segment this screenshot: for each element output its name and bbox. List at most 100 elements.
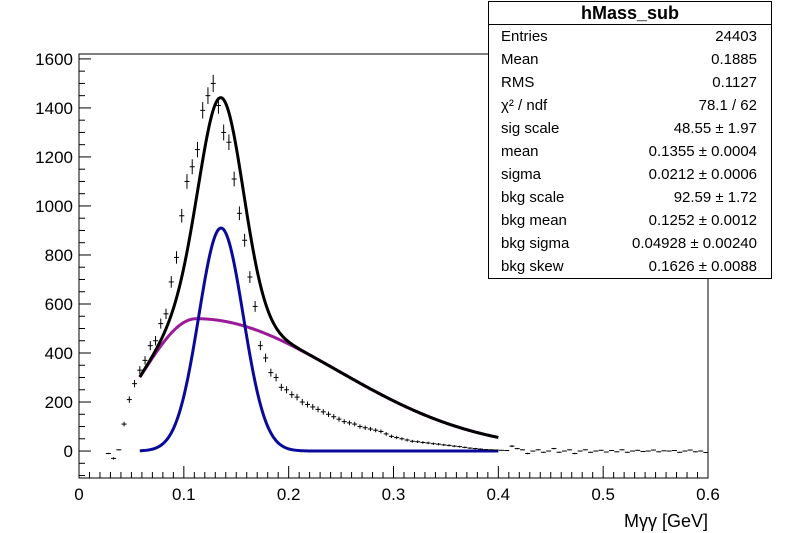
data-point: [415, 440, 421, 444]
data-point: [194, 141, 200, 158]
data-point: [126, 396, 132, 403]
data-point: [462, 446, 468, 449]
data-point: [257, 341, 263, 351]
stats-row-value: 48.55 ± 1.97: [673, 120, 757, 137]
y-tick-label: 600: [45, 295, 73, 314]
stats-row: Entries 24403: [501, 26, 757, 48]
data-point: [525, 452, 531, 455]
signal-fit-curve: [139, 226, 499, 453]
data-point: [284, 386, 290, 394]
data-point: [137, 366, 143, 375]
data-point: [331, 414, 337, 420]
data-point: [173, 251, 179, 264]
data-point: [247, 271, 253, 283]
data-point: [556, 451, 562, 453]
data-point: [121, 421, 127, 427]
axes: 0 0.1 0.2 0.3 0.4 0.5 0.6 0 200 400 600 800 1000 1200…: [35, 50, 720, 504]
stats-row-value: 0.1626 ± 0.0088: [648, 258, 757, 275]
stats-row: sigma 0.0212 ± 0.0006: [501, 164, 757, 186]
data-point: [320, 409, 326, 415]
data-point: [231, 171, 237, 187]
y-tick-label: 400: [45, 344, 73, 363]
data-point: [425, 441, 431, 445]
y-tick-label: 1600: [35, 50, 73, 69]
data-point: [509, 445, 515, 448]
data-point: [352, 421, 358, 427]
y-tick-label: 800: [45, 246, 73, 265]
data-point: [373, 428, 379, 433]
data-point: [205, 87, 211, 105]
data-point: [671, 450, 677, 452]
stats-row-label: Mean: [501, 51, 539, 68]
y-tick-label: 0: [64, 442, 73, 461]
x-tick-label: 0.1: [172, 485, 196, 504]
data-point: [242, 233, 248, 247]
x-axis-label: Mγγ [GeV]: [624, 511, 708, 531]
data-point: [147, 341, 153, 351]
stats-row-label: bkg sigma: [501, 235, 570, 252]
data-point: [420, 441, 426, 444]
data-point: [650, 449, 656, 451]
y-tick-label: 1000: [35, 197, 73, 216]
data-point: [315, 406, 321, 413]
data-point: [614, 451, 620, 453]
data-point: [378, 429, 384, 434]
y-tick-label: 1400: [35, 99, 73, 118]
data-layer: [105, 74, 709, 460]
stats-row: bkg sigma 0.04928 ± 0.00240: [501, 233, 757, 255]
data-point: [111, 457, 117, 460]
stats-row-label: χ² / ndf: [501, 97, 548, 114]
data-point: [210, 74, 216, 92]
stats-row-value: 0.04928 ± 0.00240: [631, 235, 757, 252]
data-point: [189, 159, 195, 175]
data-point: [519, 449, 525, 451]
stats-row-label: RMS: [501, 74, 535, 91]
y-tick-label: 1200: [35, 148, 73, 167]
data-point: [567, 449, 573, 451]
stats-row-label: Entries: [501, 28, 548, 45]
data-point: [357, 424, 363, 429]
data-point: [184, 174, 190, 189]
total-fit-curve: [138, 96, 499, 439]
stats-row-value: 0.1355 ± 0.0004: [648, 143, 757, 160]
x-tick-label: 0.5: [591, 485, 615, 504]
data-point: [588, 451, 594, 453]
data-point: [289, 391, 295, 399]
data-point: [598, 449, 604, 451]
data-point: [346, 420, 352, 426]
data-point: [200, 102, 206, 119]
data-point: [451, 445, 457, 448]
stats-row-value: 92.59 ± 1.72: [673, 189, 757, 206]
data-point: [535, 449, 541, 451]
stats-row: Mean 0.1885: [501, 49, 757, 71]
data-point: [703, 451, 709, 454]
stats-row-label: bkg scale: [501, 189, 565, 206]
data-point: [394, 435, 400, 440]
data-point: [504, 450, 510, 452]
data-point: [441, 443, 447, 447]
data-point: [687, 449, 693, 451]
stats-row: sig scale 48.55 ± 1.97: [501, 118, 757, 140]
data-point: [236, 206, 242, 221]
data-point: [656, 451, 662, 453]
stats-row: χ² / ndf 78.1 / 62: [501, 95, 757, 117]
stats-row-value: 78.1 / 62: [698, 97, 757, 114]
data-point: [692, 451, 698, 453]
data-point: [341, 419, 347, 425]
data-point: [436, 443, 442, 446]
data-point: [498, 449, 504, 451]
background-fit-curve: [138, 317, 499, 439]
stats-row-value: 0.0212 ± 0.0006: [648, 166, 757, 183]
data-point: [478, 448, 484, 450]
data-point: [268, 368, 274, 377]
data-point: [252, 301, 258, 312]
stats-row-value: 0.1885: [711, 51, 757, 68]
data-point: [305, 401, 311, 408]
data-point: [215, 97, 221, 114]
data-point: [619, 449, 625, 451]
data-point: [273, 373, 279, 382]
data-point: [226, 134, 232, 151]
data-point: [362, 425, 368, 430]
data-point: [677, 451, 683, 453]
